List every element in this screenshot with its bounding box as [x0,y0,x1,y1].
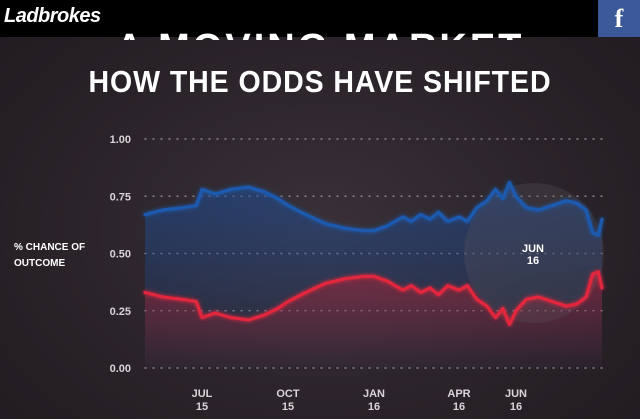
x-tick-label: APR [447,388,470,400]
facebook-icon: f [614,4,624,33]
x-tick-label: JAN [363,388,385,400]
series-area-1 [145,271,602,368]
series-line-0 [143,180,604,237]
series-line-1 [143,270,604,327]
x-tick-label: OCT [276,388,300,400]
chart-subtitle: HOW THE ODDS HAVE SHIFTED [88,64,552,99]
y-tick-label: 0.75 [110,191,131,203]
y-tick-label: 0.25 [110,306,131,318]
facebook-button[interactable]: f [598,0,640,37]
x-tick-label: 15 [282,401,294,413]
y-tick-label: 0.50 [110,249,131,261]
x-tick-label: JUL [192,388,213,400]
highlight-label-month: JUN [522,243,544,255]
x-tick-label: 16 [510,401,522,413]
top-bar: Ladbrokes f [0,0,640,37]
x-tick-label: 16 [368,401,380,413]
x-tick-label: 16 [453,401,465,413]
x-tick-label: 15 [196,401,208,413]
y-tick-label: 1.00 [110,134,131,146]
ladbrokes-logo[interactable]: Ladbrokes [4,5,101,27]
chart-title: A MOVING MARKET [0,20,640,40]
highlight-label-year: 16 [527,255,539,267]
y-axis-label: % CHANCE OF OUTCOME [14,242,86,269]
highlight-circle [464,183,604,323]
y-tick-label: 0.00 [110,363,131,375]
x-tick-label: JUN [505,388,527,400]
